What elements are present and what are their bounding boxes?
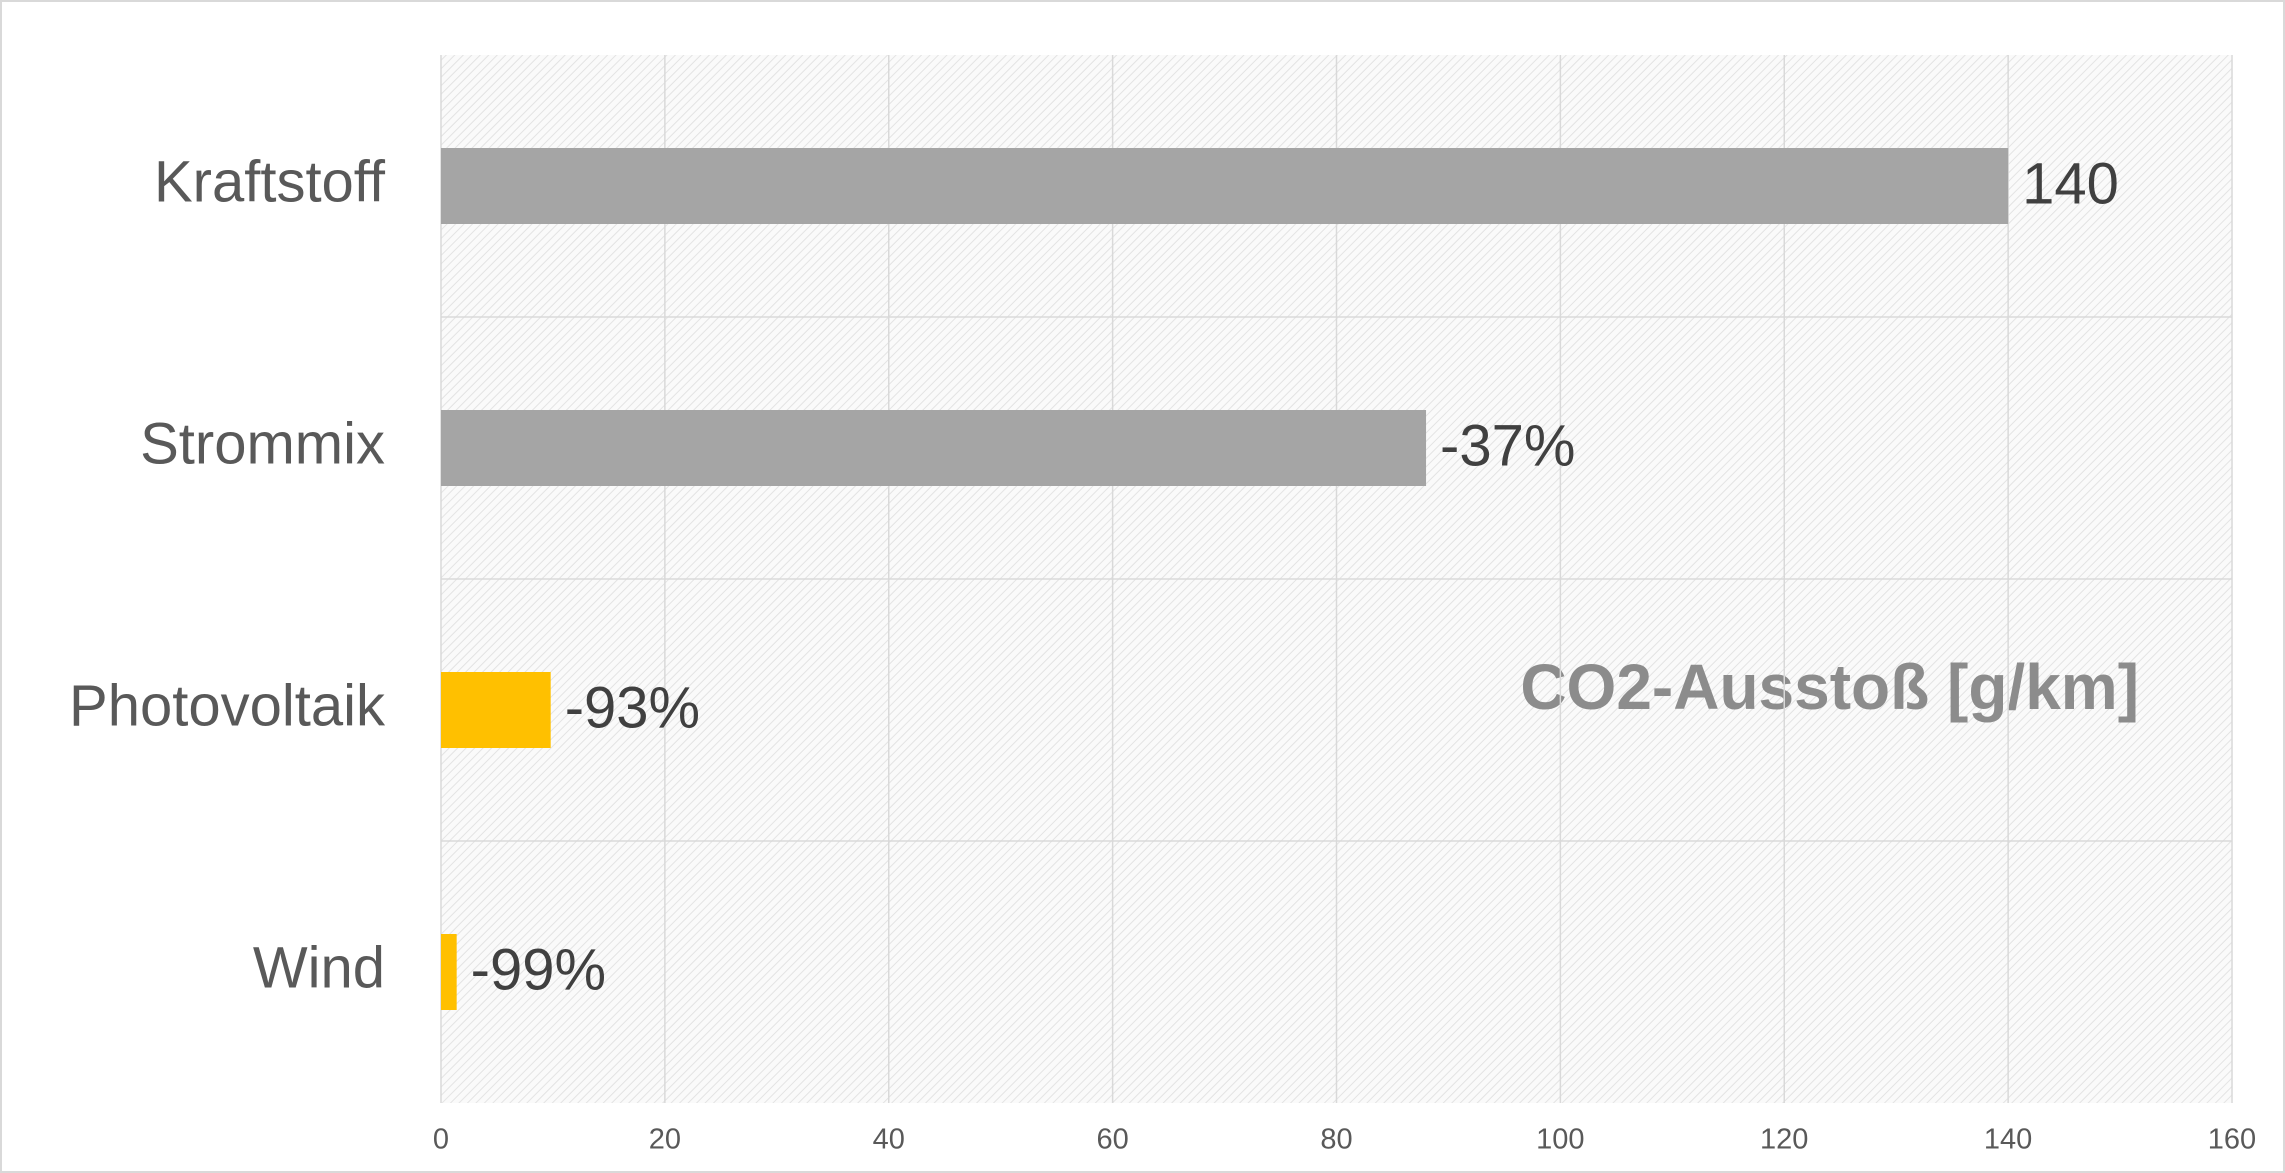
value-label: -37% [1440,413,1575,478]
annotation: CO2-Ausstoß [g/km] [1520,651,2139,723]
y-tick-label: Wind [253,935,385,1000]
x-tick-label: 0 [433,1124,449,1156]
y-tick-label: Photovoltaik [69,673,386,738]
x-tick-label: 80 [1320,1124,1352,1156]
bar [441,934,457,1010]
value-label: -93% [565,675,700,740]
bar [441,410,1427,486]
x-tick-label: 100 [1536,1124,1584,1156]
value-label: -99% [471,937,606,1002]
bar [441,148,2009,224]
x-tick-label: 40 [873,1124,905,1156]
x-tick-label: 140 [1984,1124,2032,1156]
x-tick-label: 20 [649,1124,681,1156]
value-label: 140 [2022,151,2119,216]
x-tick-label: 120 [1760,1124,1808,1156]
x-tick-label: 160 [2208,1124,2256,1156]
y-tick-label: Kraftstoff [154,149,386,214]
x-tick-label: 60 [1096,1124,1128,1156]
y-tick-label: Strommix [140,411,385,476]
bar [441,672,551,748]
